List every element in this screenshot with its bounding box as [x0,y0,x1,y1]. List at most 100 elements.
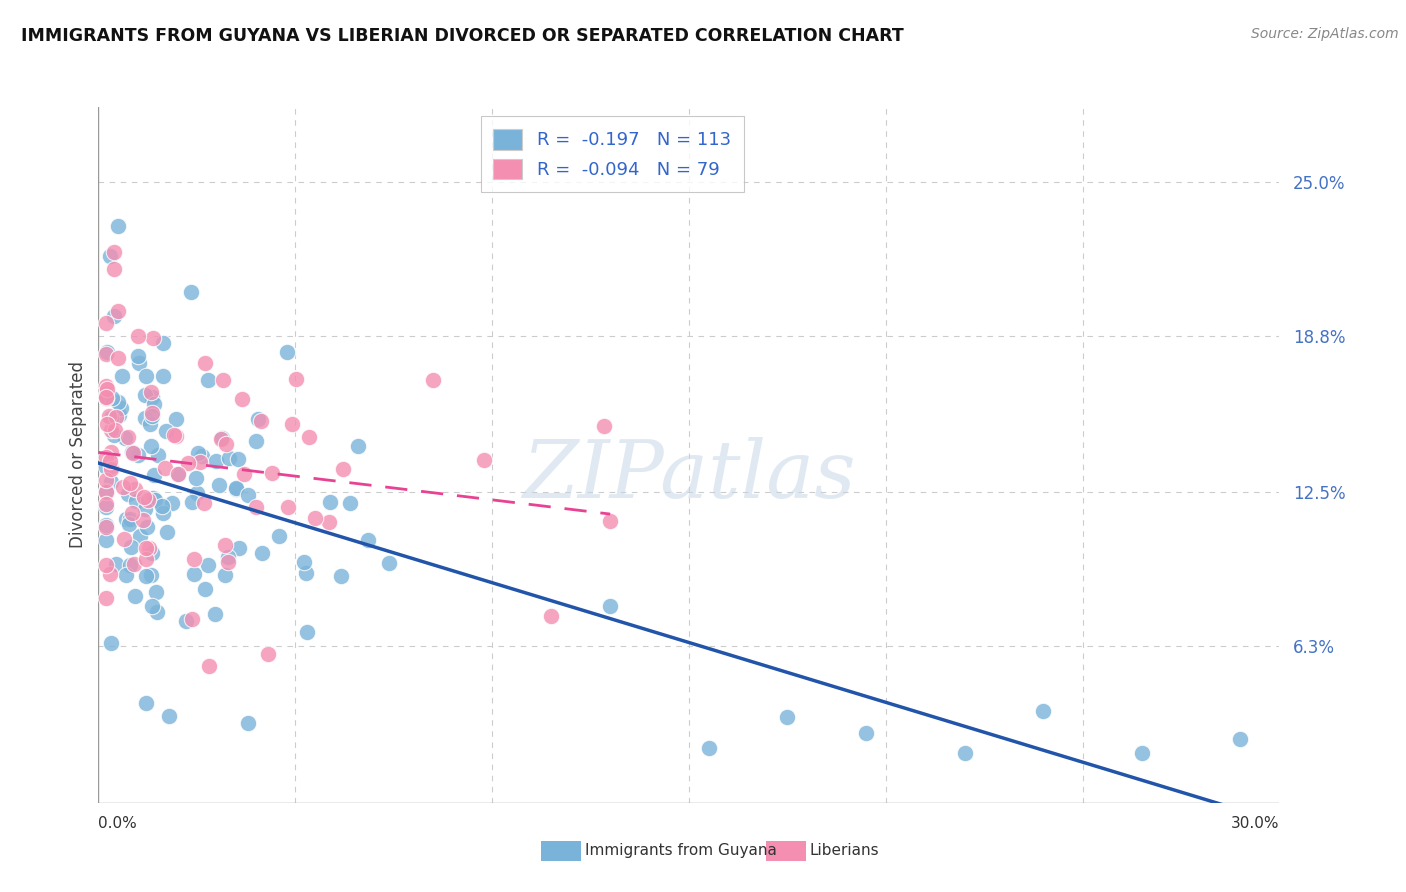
Point [107,351,129,365]
Point [599,514,621,528]
Point [107,219,129,234]
Point [96,382,118,396]
Point [97,409,120,424]
Point [135,541,157,556]
Point [332,462,354,476]
Point [194,582,217,596]
Point [152,499,174,513]
Point [96,387,118,401]
Point [180,612,202,626]
Point [96,520,118,534]
Point [540,608,562,623]
Point [163,427,186,442]
Point [138,541,160,555]
Point [256,647,278,661]
Point [225,481,247,495]
Point [107,395,129,409]
Point [1130,746,1153,760]
Point [120,540,142,554]
Point [267,529,290,543]
Point [114,430,136,444]
Point [98,567,121,582]
Point [117,487,139,501]
Point [101,391,124,405]
Point [236,488,259,502]
Point [96,378,118,392]
Point [104,558,127,572]
Point [135,551,157,566]
Point [100,636,122,650]
Y-axis label: Divorced or Separated: Divorced or Separated [69,361,87,549]
Point [472,453,495,467]
Point [319,494,342,508]
Point [148,449,170,463]
Point [215,437,238,451]
Point [96,533,118,548]
Point [100,445,122,459]
Point [697,741,720,756]
Point [180,285,202,299]
Point [134,387,156,401]
Point [96,460,118,475]
Point [134,502,156,516]
Point [141,406,163,420]
Point [1229,732,1251,747]
Point [96,497,118,511]
Point [96,316,118,330]
Point [112,480,135,494]
Point [339,495,361,509]
Point [211,431,233,445]
Point [139,438,162,452]
Point [135,697,157,711]
Point [134,490,156,504]
Point [152,506,174,520]
Point [1032,704,1054,718]
Point [143,397,166,411]
Point [245,500,267,514]
Point [190,449,212,463]
Point [141,409,163,424]
Point [160,496,183,510]
Point [96,591,118,606]
Point [377,557,399,571]
Point [776,710,799,724]
Point [214,567,236,582]
Point [177,456,200,470]
Point [104,410,127,425]
Point [139,417,162,432]
Point [593,419,616,434]
Point [276,345,298,359]
Point [225,482,247,496]
Point [157,708,180,723]
Point [281,417,304,431]
Point [139,567,162,582]
Point [103,261,125,276]
Point [250,414,273,428]
Point [135,369,157,384]
Point [174,614,197,628]
Point [953,746,976,760]
Point [135,569,157,583]
Point [152,368,174,383]
Point [141,390,163,404]
Point [193,496,215,510]
Point [122,445,145,459]
Point [96,345,118,359]
Point [120,511,142,525]
Point [262,467,284,481]
Point [146,605,169,619]
Point [190,455,212,469]
Point [124,557,146,571]
Point [318,515,340,529]
Point [96,417,118,431]
Point [167,467,190,482]
Point [245,434,267,448]
Point [197,659,219,673]
Point [115,512,138,526]
Point [100,459,122,474]
Point [153,461,176,475]
Point [207,478,229,492]
Point [127,328,149,343]
Point [183,552,205,566]
Point [115,568,138,582]
